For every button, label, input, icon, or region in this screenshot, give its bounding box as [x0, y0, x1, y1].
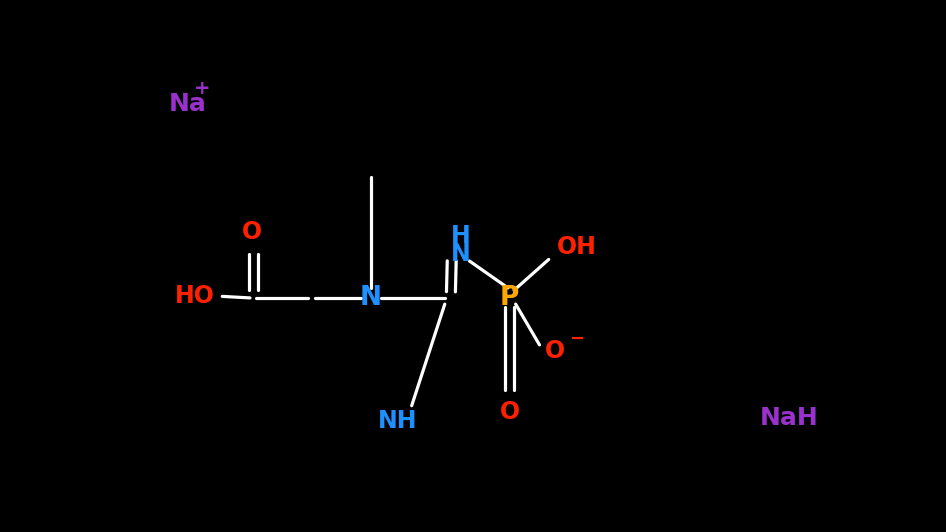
Text: HO: HO [175, 285, 215, 309]
Text: O: O [241, 220, 262, 244]
Text: −: − [569, 330, 584, 348]
Text: P: P [499, 285, 519, 311]
Text: N: N [451, 242, 471, 266]
Text: H: H [451, 225, 471, 248]
Text: N: N [359, 285, 382, 311]
Text: +: + [194, 79, 210, 98]
Text: Na: Na [168, 92, 206, 116]
Text: OH: OH [556, 235, 596, 259]
Text: O: O [499, 400, 519, 424]
Text: NaH: NaH [760, 406, 818, 430]
Text: NH: NH [378, 409, 417, 433]
Text: O: O [545, 339, 565, 363]
